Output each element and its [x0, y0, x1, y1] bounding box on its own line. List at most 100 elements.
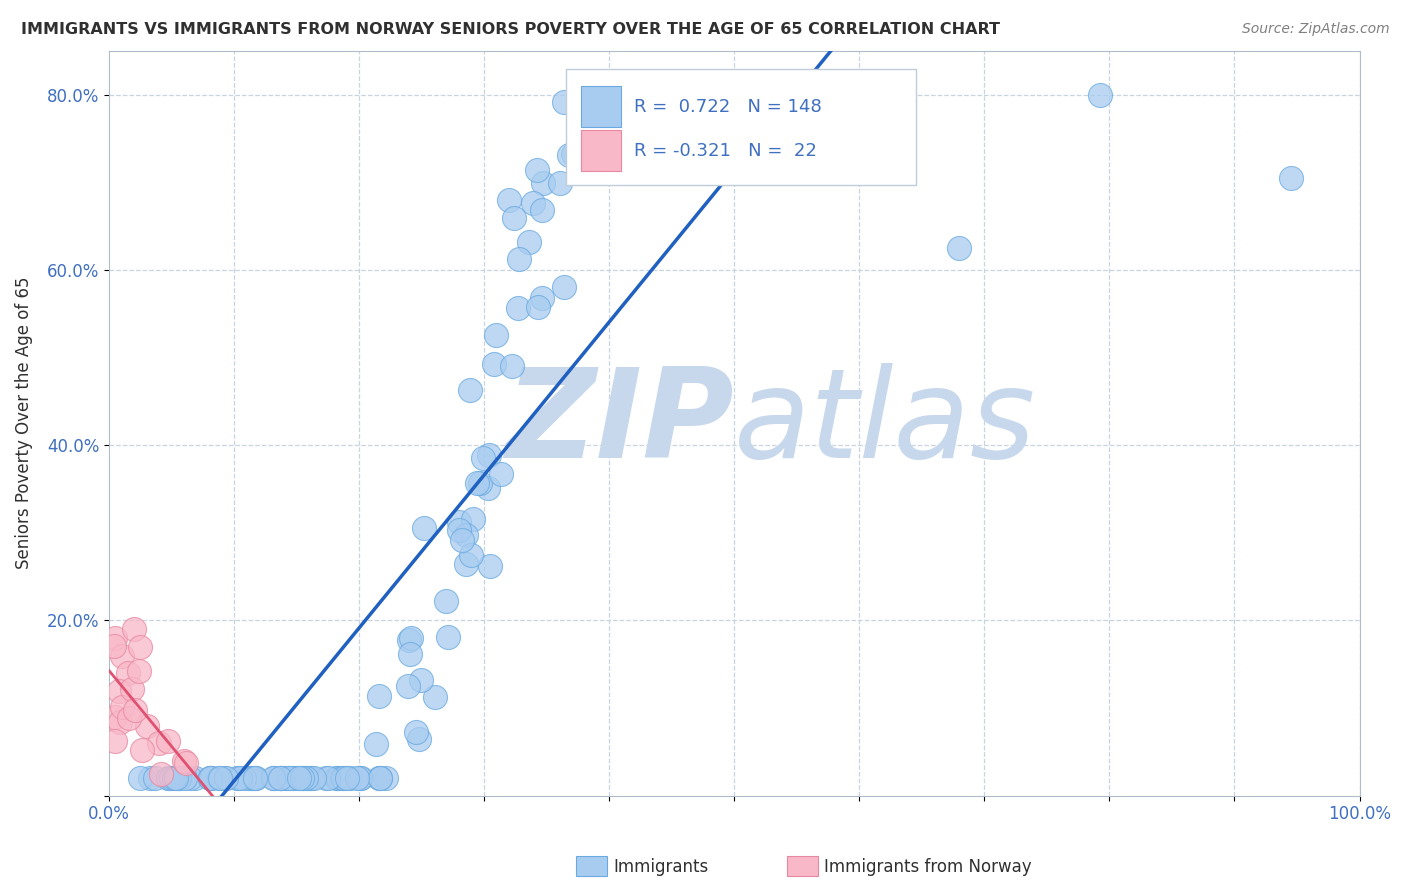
Point [128, 664, 150, 678]
Point [616, 87, 638, 102]
Point [214, 771, 236, 785]
Point [121, 681, 143, 696]
Point [332, 771, 354, 785]
Text: atlas: atlas [734, 363, 1036, 483]
Point [657, 87, 679, 102]
Text: IMMIGRANTS VS IMMIGRANTS FROM NORWAY SENIORS POVERTY OVER THE AGE OF 65 CORRELAT: IMMIGRANTS VS IMMIGRANTS FROM NORWAY SEN… [21, 22, 1000, 37]
Point [298, 771, 321, 785]
Point [887, 87, 910, 102]
Point [519, 235, 541, 249]
Text: Immigrants: Immigrants [613, 858, 709, 876]
Point [478, 559, 501, 574]
Point [398, 647, 420, 661]
Point [295, 771, 318, 785]
Point [131, 743, 153, 757]
Text: ZIP: ZIP [506, 363, 734, 483]
Point [683, 87, 706, 102]
Point [292, 771, 315, 785]
Point [508, 301, 530, 315]
Point [122, 622, 145, 636]
Point [412, 521, 434, 535]
Point [748, 87, 770, 102]
Point [596, 87, 619, 102]
Point [208, 771, 231, 785]
Point [405, 725, 427, 739]
Point [562, 146, 585, 161]
Point [166, 771, 188, 785]
Point [135, 718, 157, 732]
Point [1090, 87, 1112, 102]
Point [208, 771, 231, 785]
Point [108, 714, 131, 729]
Point [263, 771, 285, 785]
Point [243, 771, 266, 785]
Point [477, 481, 499, 495]
Point [269, 771, 291, 785]
Point [456, 557, 478, 571]
Point [339, 771, 361, 785]
Point [302, 771, 325, 785]
Point [157, 771, 180, 785]
Point [160, 771, 183, 785]
Point [335, 771, 357, 785]
Point [569, 87, 592, 102]
Point [281, 771, 304, 785]
Point [675, 87, 697, 102]
Point [198, 771, 221, 785]
Point [434, 593, 457, 607]
Point [270, 771, 292, 785]
Point [242, 771, 264, 785]
Point [891, 87, 914, 102]
Point [508, 252, 530, 267]
Point [553, 95, 575, 110]
Point [501, 359, 523, 374]
Point [460, 548, 482, 562]
Point [129, 640, 152, 654]
Point [149, 767, 172, 781]
Point [280, 771, 302, 785]
Point [232, 771, 254, 785]
Point [174, 756, 197, 771]
Text: R = -0.321   N =  22: R = -0.321 N = 22 [634, 142, 817, 161]
Point [276, 771, 298, 785]
Point [451, 533, 474, 547]
Point [288, 771, 311, 785]
Point [104, 631, 127, 645]
Point [738, 87, 761, 102]
Point [396, 679, 419, 693]
Point [367, 771, 389, 785]
Point [398, 632, 420, 647]
Point [364, 737, 387, 751]
Point [368, 771, 391, 785]
Text: Source: ZipAtlas.com: Source: ZipAtlas.com [1241, 22, 1389, 37]
Point [661, 87, 683, 102]
Point [245, 771, 267, 785]
Point [589, 87, 612, 102]
Point [167, 771, 190, 785]
Point [325, 771, 347, 785]
FancyBboxPatch shape [565, 70, 915, 185]
Point [166, 771, 188, 785]
Point [228, 771, 250, 785]
Point [336, 771, 359, 785]
Point [707, 87, 730, 102]
Point [103, 710, 125, 724]
Point [330, 771, 353, 785]
FancyBboxPatch shape [581, 86, 620, 127]
Point [458, 383, 481, 397]
Point [548, 176, 571, 190]
Point [654, 87, 676, 102]
Point [634, 87, 657, 102]
Point [531, 176, 554, 190]
Point [526, 300, 548, 314]
Point [200, 771, 222, 785]
Point [526, 163, 548, 178]
Point [695, 87, 717, 102]
Point [278, 771, 301, 785]
Point [748, 87, 770, 102]
Point [128, 771, 150, 785]
Point [948, 241, 970, 255]
Point [489, 467, 512, 481]
Point [465, 475, 488, 490]
Point [292, 771, 315, 785]
